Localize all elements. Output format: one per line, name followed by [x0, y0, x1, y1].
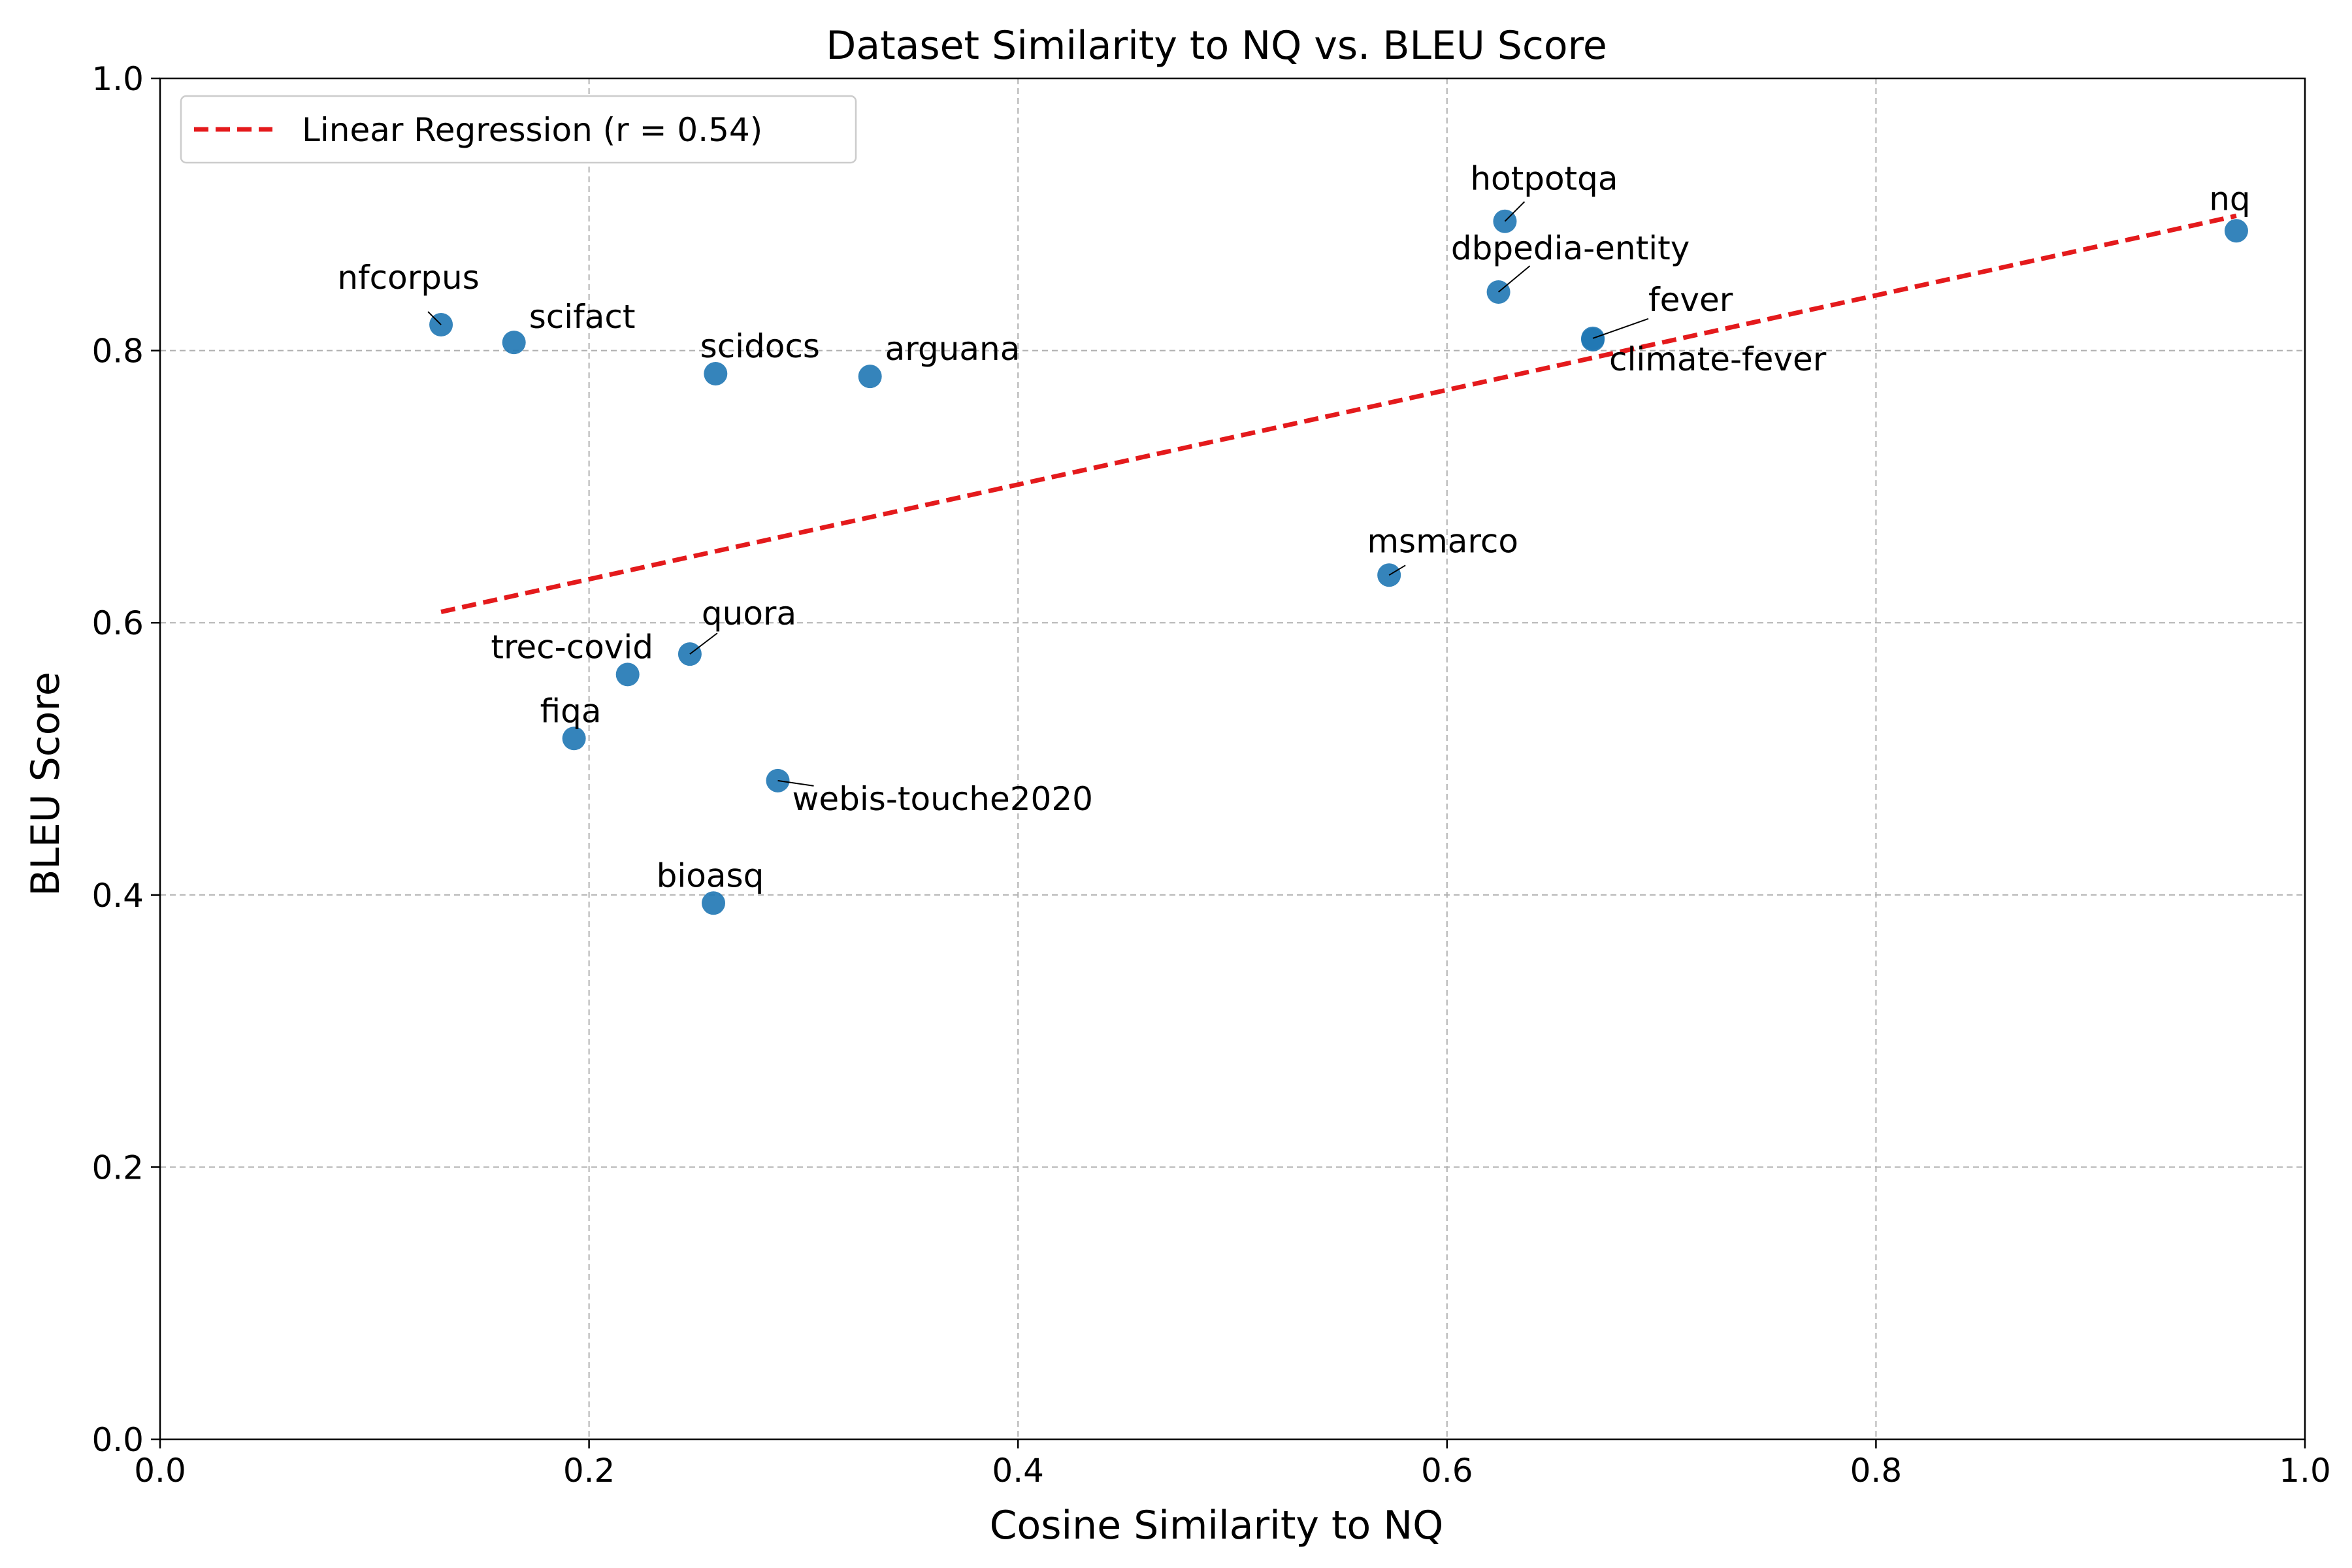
- data-point-scifact: [502, 331, 526, 355]
- x-axis-label: Cosine Similarity to NQ: [990, 1503, 1444, 1548]
- point-label-bioasq: bioasq: [657, 857, 764, 894]
- point-label-nq: nq: [2209, 180, 2250, 218]
- point-label-scifact: scifact: [529, 298, 636, 336]
- data-point-nq: [2224, 219, 2248, 243]
- point-label-climate-fever: climate-fever: [1609, 340, 1827, 378]
- point-label-nfcorpus: nfcorpus: [337, 259, 479, 297]
- point-label-scidocs: scidocs: [700, 327, 820, 365]
- legend-regression-label: Linear Regression (r = 0.54): [302, 111, 762, 149]
- y-tick-label: 0.2: [91, 1149, 144, 1186]
- leader-line: [689, 632, 718, 655]
- data-point-climate-fever: [1581, 327, 1605, 351]
- leader-line: [1592, 318, 1649, 339]
- y-tick-label: 0.8: [91, 333, 144, 370]
- regression-line: [440, 213, 2237, 614]
- plot-frame: [159, 77, 2306, 1441]
- legend-box: [180, 95, 857, 164]
- point-label-fever: fever: [1648, 281, 1733, 319]
- regression-layer: [440, 213, 2237, 614]
- y-tick-label: 0.6: [91, 604, 144, 642]
- point-label-fiqa: fiqa: [540, 692, 602, 730]
- point-label-trec-covid: trec-covid: [491, 628, 653, 666]
- leader-line: [1504, 201, 1526, 222]
- leader-line: [777, 779, 814, 787]
- point-label-hotpotqa: hotpotqa: [1470, 160, 1618, 198]
- point-label-msmarco: msmarco: [1367, 522, 1518, 560]
- point-labels: nfcorpus scifact scidocs arguana hotpotqa dbp…: [337, 160, 2250, 895]
- x-tick-label: 0.2: [563, 1452, 615, 1490]
- legend: Linear Regression (r = 0.54): [180, 95, 857, 164]
- label-leaders: [427, 201, 1649, 787]
- data-point-scidocs: [704, 362, 728, 386]
- point-label-webis-touche2020: webis-touche2020: [792, 780, 1093, 818]
- x-tick-label: 0.6: [1421, 1452, 1473, 1490]
- point-label-arguana: arguana: [885, 330, 1021, 368]
- x-tick-label: 1.0: [2279, 1452, 2331, 1490]
- x-tick-label: 0.8: [1850, 1452, 1903, 1490]
- x-tick-label: 0.4: [992, 1452, 1044, 1490]
- x-ticks: 0.0 0.2 0.4 0.6 0.8 1.0: [134, 1439, 2331, 1490]
- x-tick-label: 0.0: [134, 1452, 186, 1490]
- y-ticks: 0.0 0.2 0.4 0.6 0.8 1.0: [91, 60, 160, 1459]
- y-tick-label: 0.0: [91, 1421, 144, 1459]
- y-tick-label: 1.0: [91, 60, 144, 98]
- leader-line: [1388, 564, 1406, 576]
- data-point-arguana: [858, 365, 882, 389]
- leader-line: [1497, 265, 1531, 293]
- chart-title: Dataset Similarity to NQ vs. BLEU Score: [826, 23, 1607, 69]
- data-point-fiqa: [562, 727, 586, 751]
- data-point-bioasq: [702, 891, 726, 915]
- point-label-dbpedia-entity: dbpedia-entity: [1451, 229, 1690, 267]
- data-point-trec-covid: [615, 662, 640, 687]
- y-axis-label: BLEU Score: [23, 672, 69, 896]
- y-tick-label: 0.4: [91, 877, 144, 915]
- leader-line: [427, 311, 442, 325]
- point-label-quora: quora: [702, 595, 796, 632]
